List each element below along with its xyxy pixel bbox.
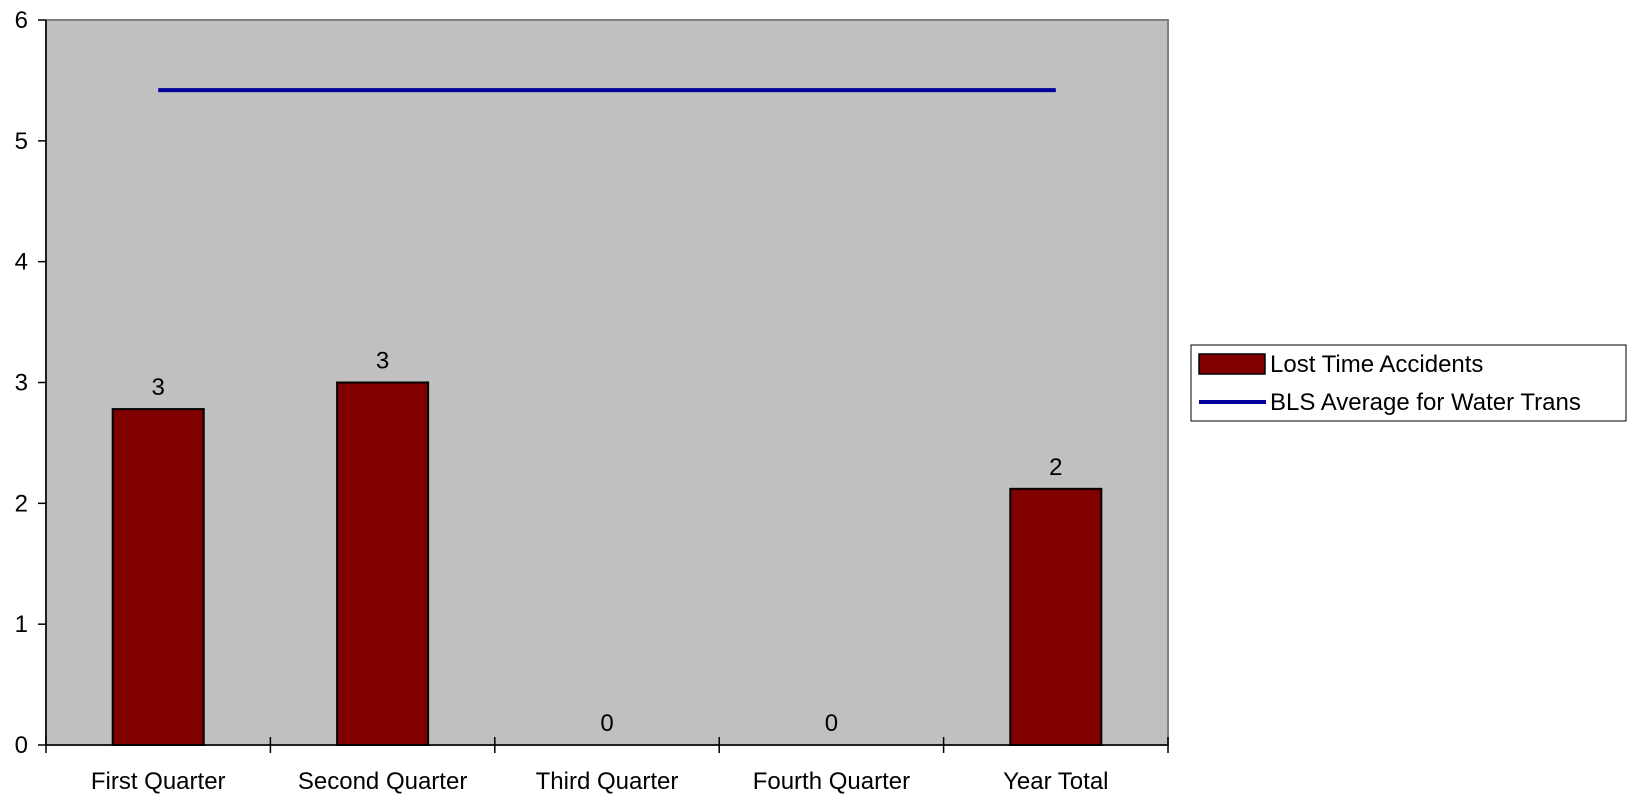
bar-first-quarter [111,408,205,746]
bars-layer [111,381,1103,746]
legend-label-lost-time-accidents: Lost Time Accidents [1270,351,1483,378]
x-tick-label-fourth-quarter: Fourth Quarter [753,768,910,795]
y-tick-label-6: 6 [15,7,28,34]
x-tick-label-first-quarter: First Quarter [91,768,226,795]
plot-area [45,19,1169,746]
bar-year-total [1009,487,1103,746]
y-tick-label-0: 0 [15,732,28,759]
data-label-first-quarter: 3 [152,374,165,401]
data-label-fourth-quarter: 0 [825,710,838,737]
bar-second-quarter [336,381,430,746]
data-label-third-quarter: 0 [600,710,613,737]
x-tick-label-third-quarter: Third Quarter [536,768,679,795]
y-tick-label-3: 3 [15,370,28,397]
y-tick-label-1: 1 [15,611,28,638]
labels-layer: 3 3 0 0 2 [152,348,1063,738]
y-tick-label-2: 2 [15,490,28,517]
x-tick-label-year-total: Year Total [1003,768,1108,795]
legend-label-bls-average: BLS Average for Water Trans [1270,389,1581,416]
y-tick-label-5: 5 [15,128,28,155]
axes-layer: 0 1 2 3 4 5 6 First Quarter Second Quarter Third … [15,7,1169,795]
data-label-year-total: 2 [1049,454,1062,481]
y-tick-label-4: 4 [15,249,28,276]
data-label-second-quarter: 3 [376,348,389,375]
legend-swatch-lost-time-accidents [1198,353,1266,375]
legend: Lost Time Accidents BLS Average for Wate… [1190,344,1627,422]
x-tick-label-second-quarter: Second Quarter [298,768,467,795]
